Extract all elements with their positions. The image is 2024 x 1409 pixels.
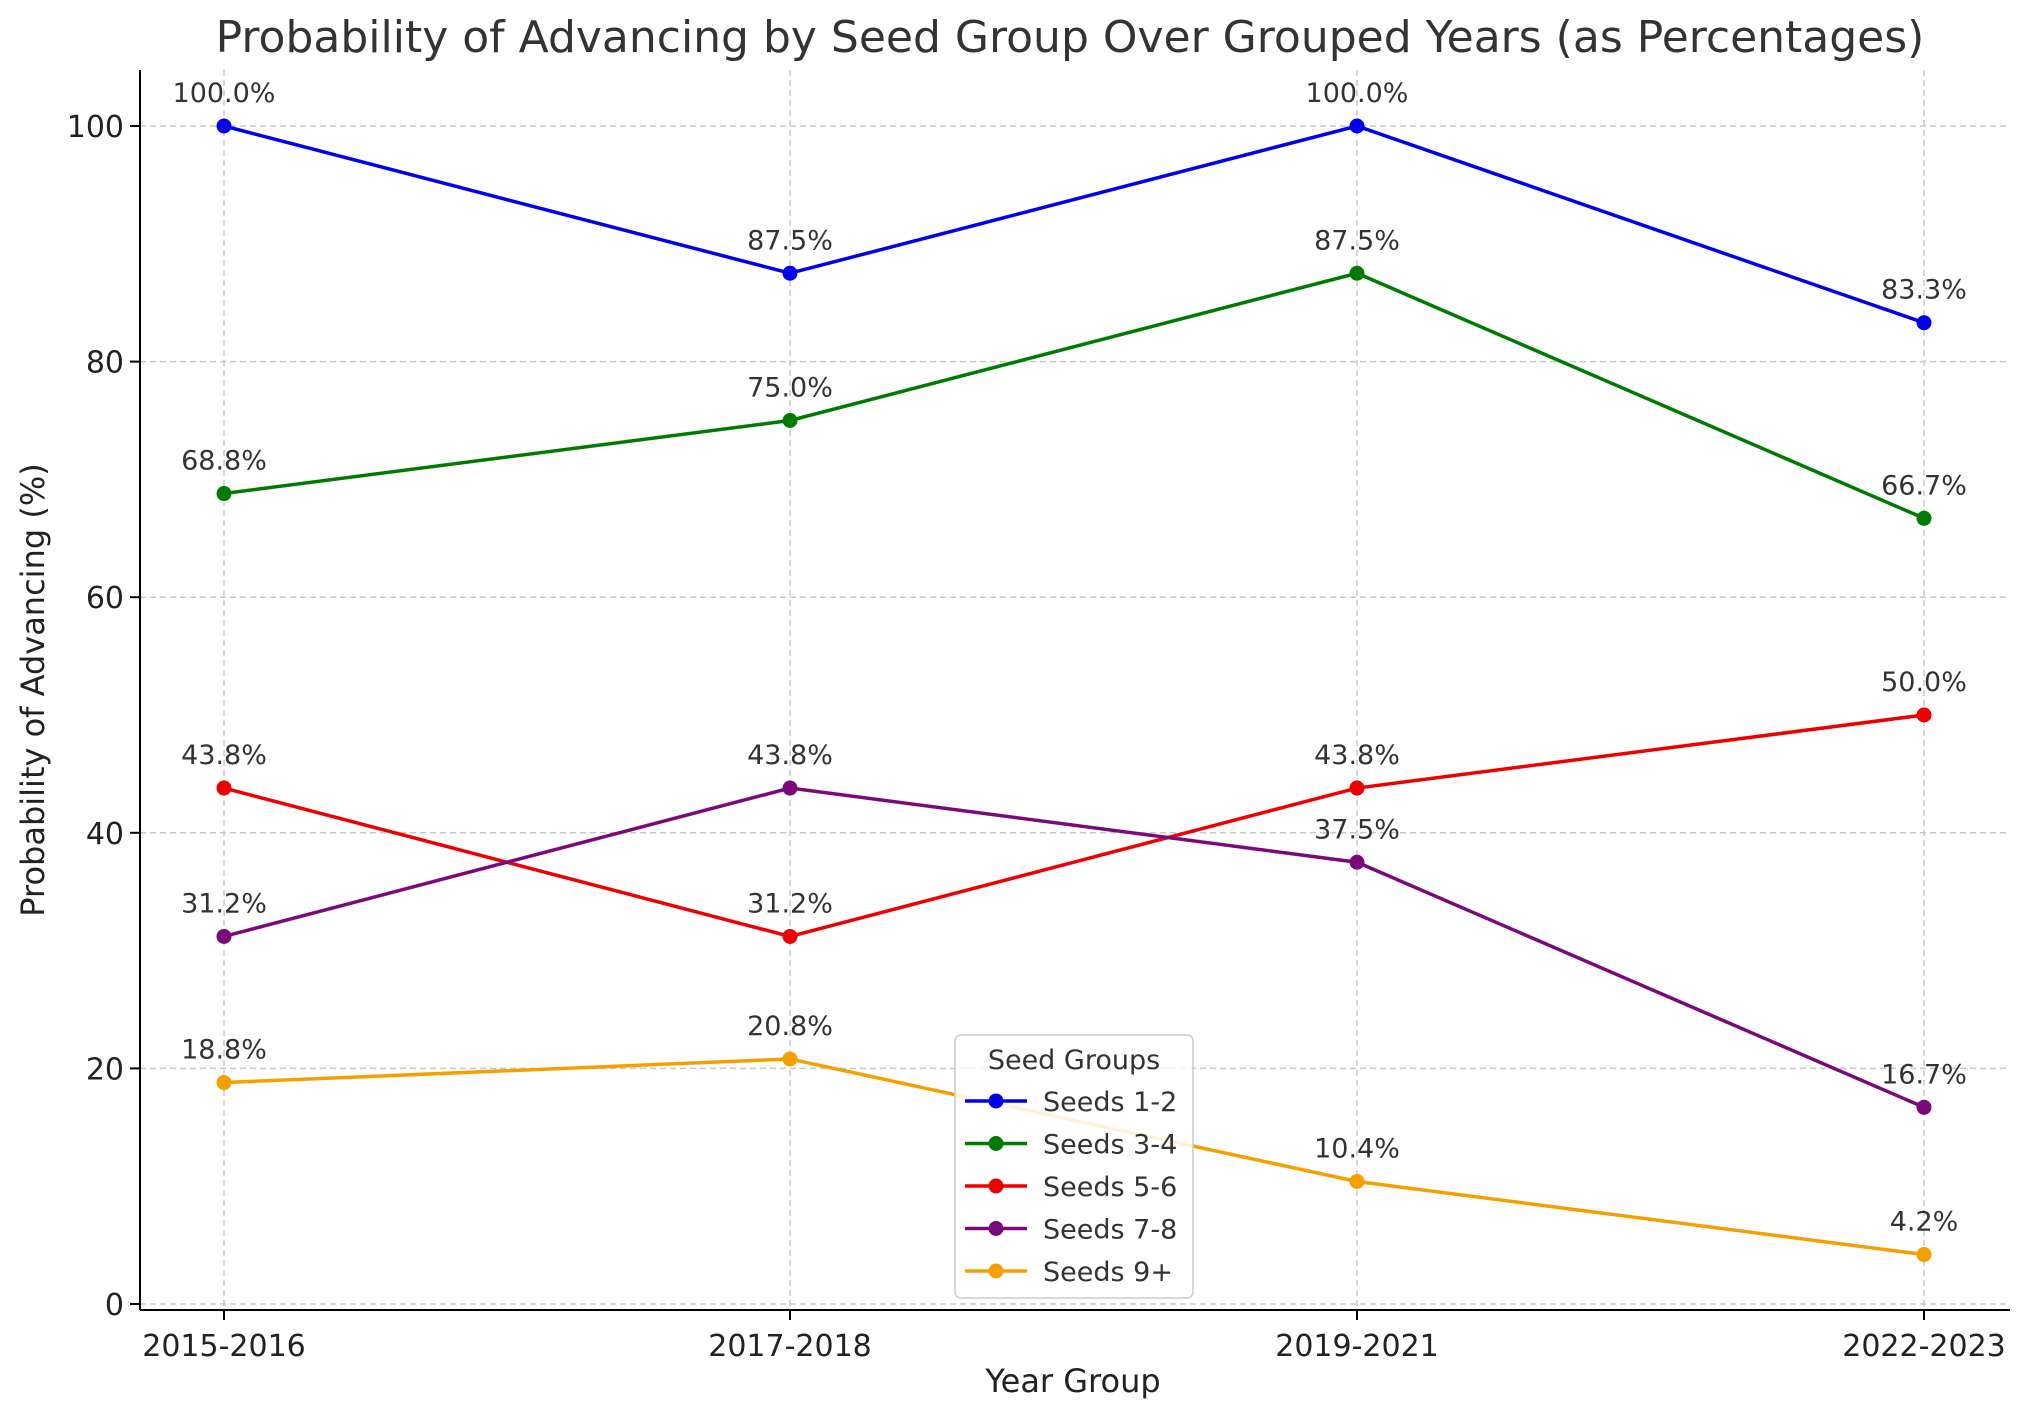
data-point	[782, 928, 798, 944]
tick-labels: 0 20 40 60 80 100 2015-2016 2017-2018 2019-2021 2…	[67, 110, 2006, 1364]
data-label: 16.7%	[1881, 1059, 1967, 1090]
y-axis-label: Probability of Advancing (%)	[14, 463, 52, 916]
legend: Seed Groups Seeds 1-2 Seeds 3-4 Seeds 5-6 Se…	[954, 1034, 1194, 1299]
data-label: 31.2%	[181, 888, 267, 919]
data-point	[1916, 315, 1932, 331]
data-point	[216, 1075, 232, 1091]
data-point	[1916, 1099, 1932, 1115]
data-label: 18.8%	[181, 1035, 267, 1066]
data-label: 43.8%	[181, 740, 267, 771]
legend-swatch-marker	[988, 1093, 1004, 1109]
x-axis-label: Year Group	[984, 1362, 1160, 1400]
axes	[130, 70, 2010, 1320]
legend-entry-label: Seeds 1-2	[1043, 1087, 1177, 1118]
data-label: 37.5%	[1314, 814, 1400, 845]
data-point	[1349, 265, 1365, 281]
legend-swatch-marker	[988, 1136, 1004, 1151]
data-label: 31.2%	[747, 888, 833, 919]
data-label: 100.0%	[1306, 78, 1409, 109]
data-point	[782, 265, 798, 281]
y-tick-label: 40	[86, 817, 124, 852]
legend-entry-label: Seeds 5-6	[1043, 1172, 1177, 1203]
y-tick-label: 60	[86, 581, 124, 616]
data-label: 43.8%	[747, 740, 833, 771]
x-tick-label: 2015-2016	[142, 1329, 306, 1364]
data-point	[1916, 510, 1932, 526]
series-line-1	[223, 124, 1925, 325]
data-labels: 100.0% 87.5% 100.0% 83.3% 68.8% 75.0% 87.5% 66.…	[173, 78, 1967, 1238]
data-point	[1916, 1247, 1932, 1263]
legend-entry-label: Seeds 3-4	[1043, 1130, 1177, 1161]
series-line-2	[223, 271, 1925, 520]
data-label: 87.5%	[747, 225, 833, 256]
legend-entry-label: Seeds 7-8	[1043, 1215, 1177, 1246]
y-tick-label: 100	[67, 110, 124, 145]
data-point	[216, 928, 232, 944]
data-label: 4.2%	[1890, 1207, 1959, 1238]
data-label: 87.5%	[1314, 225, 1400, 256]
data-label: 20.8%	[747, 1011, 833, 1042]
legend-title: Seed Groups	[988, 1045, 1160, 1076]
data-label: 43.8%	[1314, 740, 1400, 771]
data-label: 100.0%	[173, 78, 276, 109]
data-point	[782, 780, 798, 796]
data-label: 75.0%	[747, 373, 833, 404]
series-line-4	[223, 786, 1925, 1109]
data-point	[1349, 780, 1365, 796]
data-point	[782, 413, 798, 428]
data-label: 68.8%	[181, 446, 267, 477]
data-point	[216, 780, 232, 796]
legend-swatch-marker	[988, 1221, 1004, 1236]
data-point	[1349, 854, 1365, 870]
chart-title: Probability of Advancing by Seed Group O…	[216, 12, 1925, 63]
data-point	[782, 1051, 798, 1067]
x-tick-label: 2019-2021	[1275, 1329, 1439, 1364]
data-label: 83.3%	[1881, 275, 1967, 306]
legend-swatch-marker	[988, 1263, 1004, 1279]
data-point	[216, 486, 232, 502]
legend-entry-label: Seeds 9+	[1043, 1257, 1173, 1288]
x-tick-label: 2022-2023	[1842, 1329, 2006, 1364]
y-tick-label: 0	[105, 1288, 124, 1323]
y-tick-label: 80	[86, 346, 124, 381]
data-point	[1916, 707, 1932, 723]
legend-swatch-marker	[988, 1178, 1004, 1194]
data-label: 66.7%	[1881, 470, 1967, 501]
data-point	[216, 118, 232, 134]
data-label: 10.4%	[1314, 1133, 1400, 1164]
y-tick-label: 20	[86, 1052, 124, 1087]
data-point	[1349, 118, 1365, 134]
data-point	[1349, 1173, 1365, 1189]
x-tick-label: 2017-2018	[708, 1329, 872, 1364]
data-label: 50.0%	[1881, 667, 1967, 698]
